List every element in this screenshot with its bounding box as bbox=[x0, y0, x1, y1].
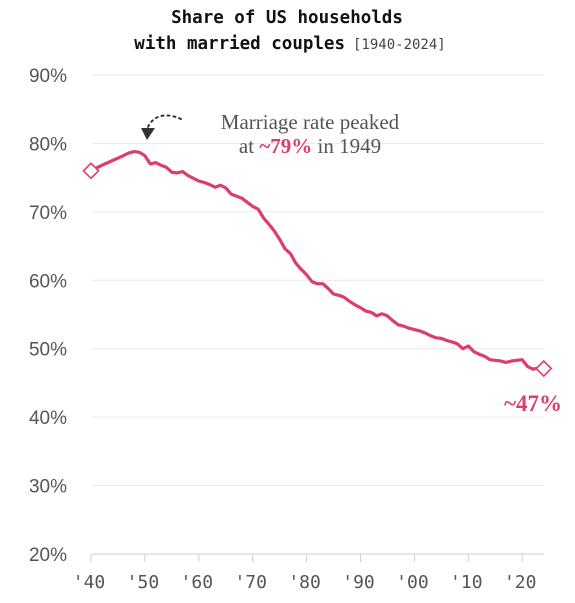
annotation-prefix: at bbox=[239, 134, 259, 158]
x-tick-label-1950: '50 bbox=[127, 572, 160, 593]
annotation-suffix: in 1949 bbox=[312, 134, 381, 158]
chart-title-line2-main: with married couples bbox=[134, 34, 345, 54]
chart-title-line1: Share of US households bbox=[171, 8, 403, 28]
series-group bbox=[82, 150, 553, 378]
y-tick-label-60: 60% bbox=[29, 271, 67, 292]
y-tick-label-80: 80% bbox=[29, 134, 67, 155]
y-tick-label-70: 70% bbox=[29, 203, 67, 224]
x-tick-label-1940: '40 bbox=[73, 572, 106, 593]
y-tick-label-30: 30% bbox=[29, 477, 67, 498]
x-tick-label-1980: '80 bbox=[288, 572, 321, 593]
annotation-arrow bbox=[147, 114, 182, 128]
annotation-highlight: ~79% bbox=[259, 134, 312, 158]
chart-title-range: [1940-2024] bbox=[353, 37, 446, 53]
y-tick-label-90: 90% bbox=[29, 66, 67, 87]
chart-title-line2: with married couples [1940-2024] bbox=[134, 34, 445, 54]
annotation-line2: at ~79% in 1949 bbox=[239, 134, 381, 158]
x-tick-label-1960: '60 bbox=[181, 572, 214, 593]
x-tick-label-1970: '70 bbox=[234, 572, 267, 593]
end-marker bbox=[535, 359, 553, 378]
x-axis: '40 '50 '60 '70 '80 '90 '00 '10 '20 bbox=[73, 554, 537, 593]
start-marker bbox=[82, 162, 100, 180]
y-tick-label-50: 50% bbox=[29, 340, 67, 361]
y-tick-label-20: 20% bbox=[29, 545, 67, 566]
y-axis: 20% 30% 40% 50% 60% 70% 80% 90% bbox=[29, 66, 67, 566]
y-tick-label-40: 40% bbox=[29, 408, 67, 429]
annotation-line1: Marriage rate peaked bbox=[221, 110, 400, 134]
annotation-arrow-head bbox=[141, 128, 155, 140]
x-tick-label-1990: '90 bbox=[342, 572, 375, 593]
x-tick-label-2020: '20 bbox=[504, 572, 537, 593]
grid bbox=[92, 74, 544, 555]
x-tick-label-2010: '10 bbox=[450, 572, 483, 593]
end-value-label: ~47% bbox=[504, 391, 562, 416]
series-line bbox=[89, 150, 546, 371]
x-tick-label-2000: '00 bbox=[396, 572, 429, 593]
